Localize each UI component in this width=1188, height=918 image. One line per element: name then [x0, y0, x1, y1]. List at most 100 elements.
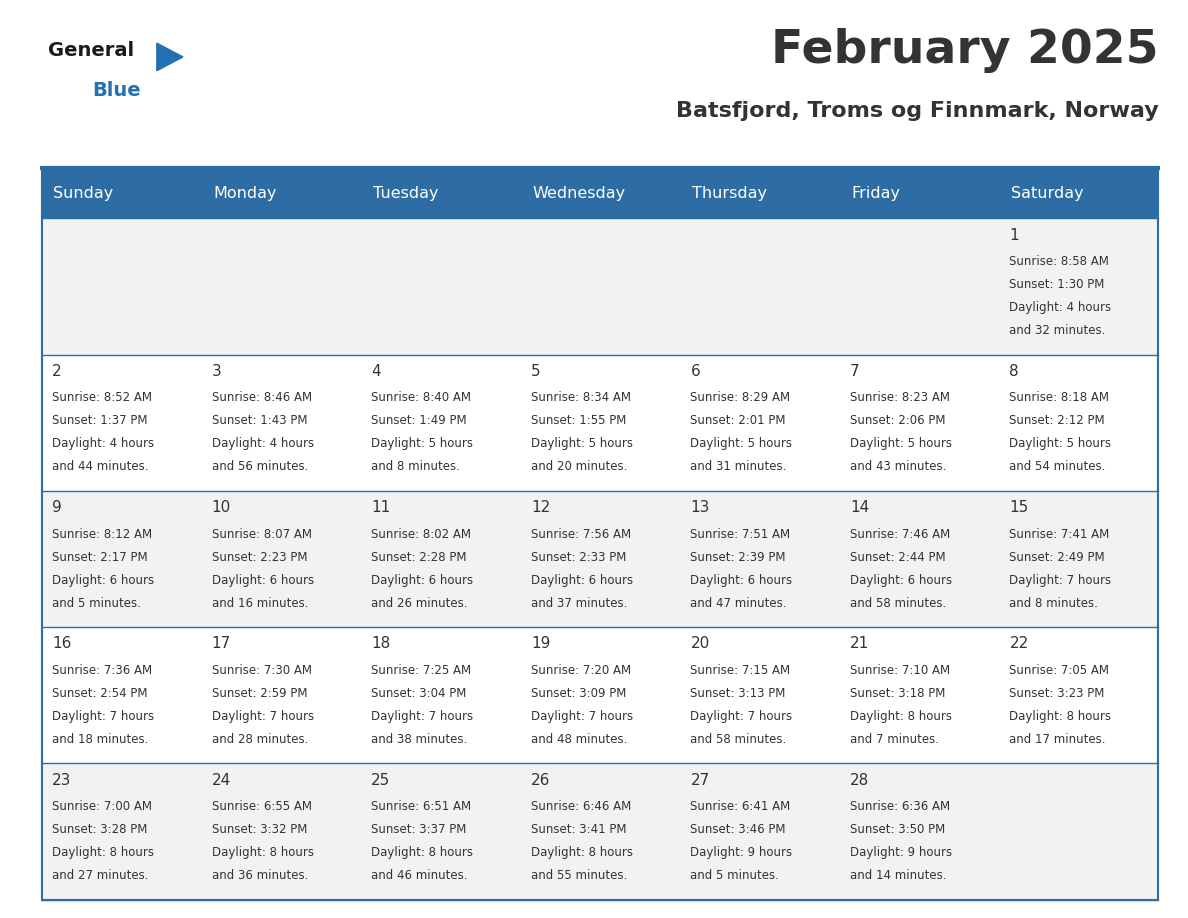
Text: Sunset: 1:30 PM: Sunset: 1:30 PM [1010, 278, 1105, 291]
Text: Daylight: 6 hours: Daylight: 6 hours [372, 574, 474, 587]
Text: 11: 11 [372, 500, 391, 515]
Text: and 5 minutes.: and 5 minutes. [52, 597, 141, 610]
Text: Sunset: 2:33 PM: Sunset: 2:33 PM [531, 551, 626, 564]
Text: February 2025: February 2025 [771, 28, 1158, 73]
Text: Sunrise: 6:51 AM: Sunrise: 6:51 AM [372, 800, 472, 813]
Text: Daylight: 8 hours: Daylight: 8 hours [531, 846, 633, 859]
Text: Sunrise: 8:40 AM: Sunrise: 8:40 AM [372, 391, 472, 405]
Text: 13: 13 [690, 500, 709, 515]
Text: 12: 12 [531, 500, 550, 515]
Text: 17: 17 [211, 636, 230, 652]
Text: Sunset: 3:28 PM: Sunset: 3:28 PM [52, 823, 147, 836]
Text: Sunrise: 7:51 AM: Sunrise: 7:51 AM [690, 528, 790, 541]
Text: Monday: Monday [213, 185, 277, 201]
Bar [42, 168, 1158, 900]
Text: Sunrise: 7:20 AM: Sunrise: 7:20 AM [531, 664, 631, 677]
Text: and 38 minutes.: and 38 minutes. [372, 733, 468, 745]
Text: Sunrise: 7:10 AM: Sunrise: 7:10 AM [849, 664, 950, 677]
Text: Sunrise: 7:56 AM: Sunrise: 7:56 AM [531, 528, 631, 541]
Text: Sunrise: 6:46 AM: Sunrise: 6:46 AM [531, 800, 631, 813]
Text: Daylight: 4 hours: Daylight: 4 hours [1010, 301, 1112, 314]
Text: Sunset: 2:17 PM: Sunset: 2:17 PM [52, 551, 147, 564]
Text: Daylight: 7 hours: Daylight: 7 hours [372, 710, 474, 722]
Text: 4: 4 [372, 364, 381, 379]
Text: Sunset: 3:46 PM: Sunset: 3:46 PM [690, 823, 786, 836]
Text: Sunset: 1:55 PM: Sunset: 1:55 PM [531, 414, 626, 428]
Text: 18: 18 [372, 636, 391, 652]
Text: 22: 22 [1010, 636, 1029, 652]
Text: Sunset: 2:39 PM: Sunset: 2:39 PM [690, 551, 786, 564]
Text: 9: 9 [52, 500, 62, 515]
Text: and 7 minutes.: and 7 minutes. [849, 733, 939, 745]
Text: Daylight: 5 hours: Daylight: 5 hours [531, 437, 633, 451]
Text: 6: 6 [690, 364, 700, 379]
Text: 15: 15 [1010, 500, 1029, 515]
Text: Sunset: 1:49 PM: Sunset: 1:49 PM [372, 414, 467, 428]
Text: Sunset: 3:18 PM: Sunset: 3:18 PM [849, 687, 946, 700]
Text: Daylight: 9 hours: Daylight: 9 hours [690, 846, 792, 859]
Text: Sunrise: 8:23 AM: Sunrise: 8:23 AM [849, 391, 950, 405]
Text: Sunrise: 7:25 AM: Sunrise: 7:25 AM [372, 664, 472, 677]
Text: Daylight: 8 hours: Daylight: 8 hours [1010, 710, 1112, 722]
Text: Daylight: 7 hours: Daylight: 7 hours [211, 710, 314, 722]
Text: 20: 20 [690, 636, 709, 652]
Bar [42, 354, 1158, 491]
Text: and 8 minutes.: and 8 minutes. [1010, 597, 1099, 610]
Text: Sunrise: 8:52 AM: Sunrise: 8:52 AM [52, 391, 152, 405]
Text: Sunrise: 7:36 AM: Sunrise: 7:36 AM [52, 664, 152, 677]
Text: and 18 minutes.: and 18 minutes. [52, 733, 148, 745]
Text: Sunrise: 6:36 AM: Sunrise: 6:36 AM [849, 800, 950, 813]
Text: Daylight: 7 hours: Daylight: 7 hours [690, 710, 792, 722]
Text: 21: 21 [849, 636, 870, 652]
Text: Thursday: Thursday [691, 185, 766, 201]
Text: Sunrise: 6:55 AM: Sunrise: 6:55 AM [211, 800, 311, 813]
Text: Sunrise: 7:00 AM: Sunrise: 7:00 AM [52, 800, 152, 813]
Text: Saturday: Saturday [1011, 185, 1083, 201]
Text: Sunrise: 6:41 AM: Sunrise: 6:41 AM [690, 800, 791, 813]
Text: Sunrise: 8:18 AM: Sunrise: 8:18 AM [1010, 391, 1110, 405]
Text: and 48 minutes.: and 48 minutes. [531, 733, 627, 745]
Text: Sunrise: 8:12 AM: Sunrise: 8:12 AM [52, 528, 152, 541]
Bar [42, 764, 1158, 900]
Text: and 32 minutes.: and 32 minutes. [1010, 324, 1106, 337]
Text: Sunset: 2:23 PM: Sunset: 2:23 PM [211, 551, 308, 564]
Text: Daylight: 8 hours: Daylight: 8 hours [211, 846, 314, 859]
Text: Daylight: 5 hours: Daylight: 5 hours [849, 437, 952, 451]
Text: 3: 3 [211, 364, 221, 379]
Text: Sunset: 2:28 PM: Sunset: 2:28 PM [372, 551, 467, 564]
Text: 10: 10 [211, 500, 230, 515]
Text: Sunset: 2:49 PM: Sunset: 2:49 PM [1010, 551, 1105, 564]
Text: 2: 2 [52, 364, 62, 379]
Text: and 55 minutes.: and 55 minutes. [531, 869, 627, 882]
Text: Daylight: 7 hours: Daylight: 7 hours [531, 710, 633, 722]
Text: and 5 minutes.: and 5 minutes. [690, 869, 779, 882]
Text: 27: 27 [690, 773, 709, 788]
Text: Sunset: 3:41 PM: Sunset: 3:41 PM [531, 823, 626, 836]
Text: and 14 minutes.: and 14 minutes. [849, 869, 947, 882]
Text: and 26 minutes.: and 26 minutes. [372, 597, 468, 610]
Text: Sunset: 2:06 PM: Sunset: 2:06 PM [849, 414, 946, 428]
Text: Wednesday: Wednesday [532, 185, 625, 201]
Text: 7: 7 [849, 364, 860, 379]
Text: 26: 26 [531, 773, 550, 788]
Text: Daylight: 6 hours: Daylight: 6 hours [690, 574, 792, 587]
Text: and 28 minutes.: and 28 minutes. [211, 733, 308, 745]
Text: Sunrise: 8:29 AM: Sunrise: 8:29 AM [690, 391, 790, 405]
Text: 16: 16 [52, 636, 71, 652]
Text: Daylight: 8 hours: Daylight: 8 hours [849, 710, 952, 722]
Text: Daylight: 6 hours: Daylight: 6 hours [211, 574, 314, 587]
Text: and 20 minutes.: and 20 minutes. [531, 460, 627, 474]
Text: and 46 minutes.: and 46 minutes. [372, 869, 468, 882]
Text: and 54 minutes.: and 54 minutes. [1010, 460, 1106, 474]
Text: Sunrise: 7:05 AM: Sunrise: 7:05 AM [1010, 664, 1110, 677]
Text: and 56 minutes.: and 56 minutes. [211, 460, 308, 474]
Text: Sunset: 3:09 PM: Sunset: 3:09 PM [531, 687, 626, 700]
Text: Daylight: 6 hours: Daylight: 6 hours [52, 574, 154, 587]
Text: Daylight: 8 hours: Daylight: 8 hours [372, 846, 473, 859]
Text: 23: 23 [52, 773, 71, 788]
Text: Sunrise: 8:02 AM: Sunrise: 8:02 AM [372, 528, 472, 541]
Text: General: General [48, 41, 133, 61]
Text: and 44 minutes.: and 44 minutes. [52, 460, 148, 474]
Text: and 31 minutes.: and 31 minutes. [690, 460, 786, 474]
Text: and 37 minutes.: and 37 minutes. [531, 597, 627, 610]
